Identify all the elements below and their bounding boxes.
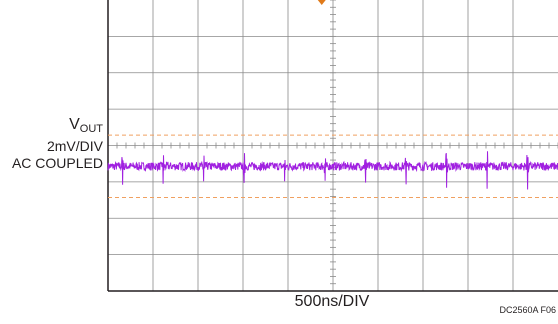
channel-name-subscript: OUT bbox=[79, 123, 103, 135]
coupling-label: AC COUPLED bbox=[11, 155, 103, 171]
trigger-marker bbox=[317, 0, 326, 5]
vout-trace bbox=[107, 151, 558, 190]
channel-name: V bbox=[69, 116, 80, 133]
figure-id: DC2560A F06 bbox=[499, 305, 556, 315]
vertical-scale-label: 2mV/DIV bbox=[46, 138, 103, 154]
channel-label: VOUT 2mV/DIV AC COUPLED bbox=[0, 116, 103, 172]
time-scale-label: 500ns/DIV bbox=[294, 293, 370, 310]
